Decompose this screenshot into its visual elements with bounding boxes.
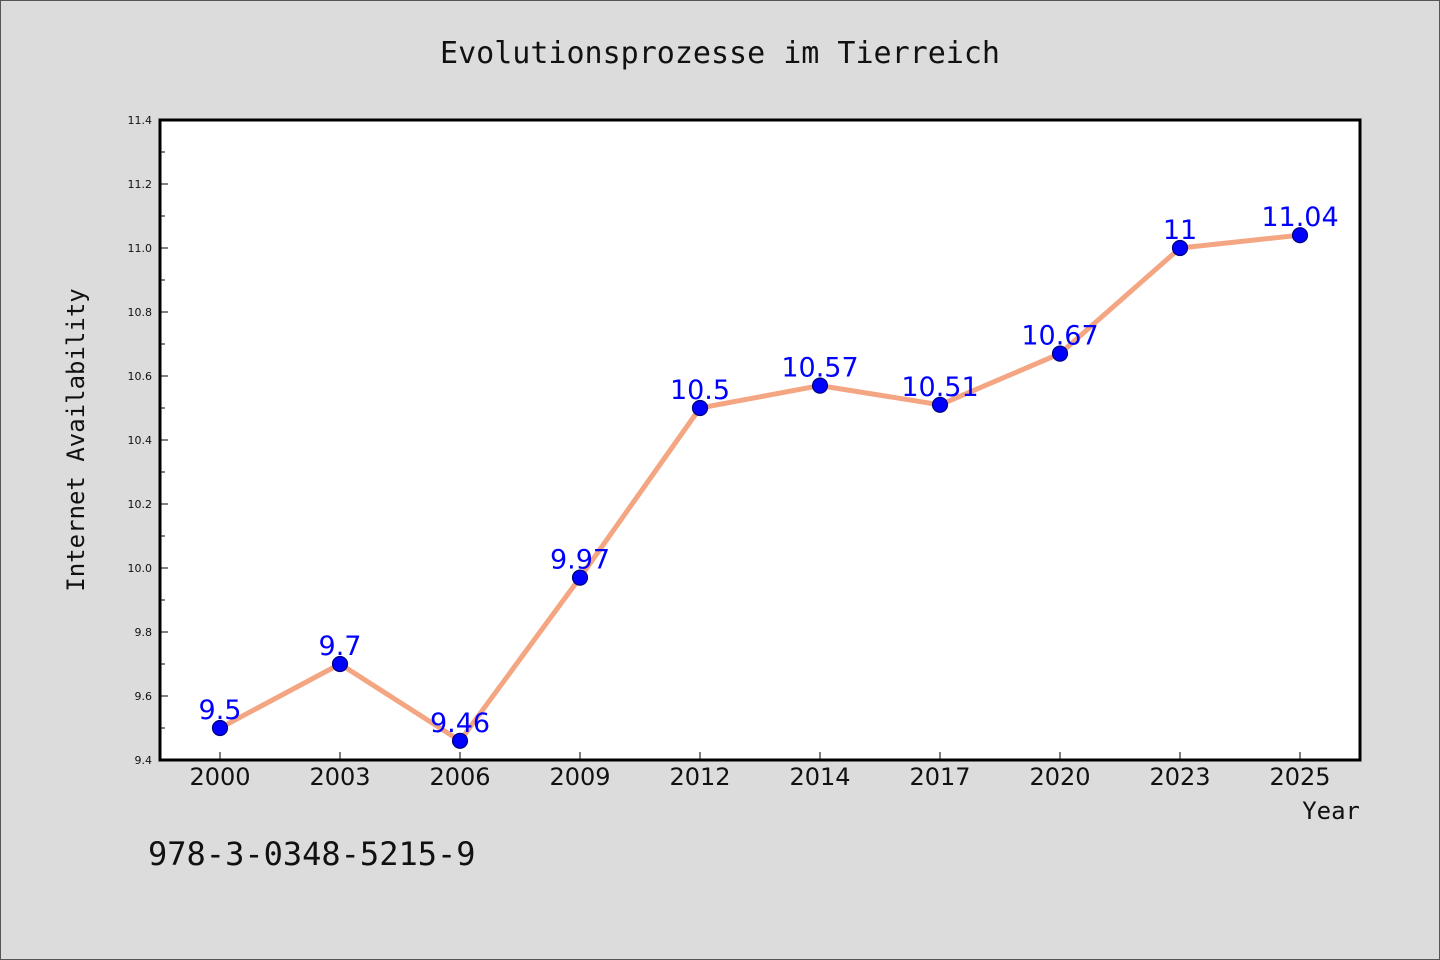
- data-label: 10.57: [781, 353, 858, 384]
- y-tick-label: 11.2: [128, 178, 153, 191]
- series-group: 9.5 9.7 9.46 9.97 10.5 10.57 10.51 10.67 11 11.04: [199, 202, 1339, 749]
- x-axis-label: Year: [1302, 797, 1360, 825]
- data-point: [811, 377, 829, 394]
- data-point: [1051, 345, 1069, 362]
- plot-area: [158, 118, 1362, 762]
- data-point: [451, 732, 469, 749]
- data-label: 10.51: [901, 372, 978, 403]
- y-tick-label: 9.8: [135, 626, 153, 639]
- x-tick-label: 2020: [1029, 763, 1090, 791]
- data-label: 11.04: [1261, 202, 1338, 233]
- data-label: 9.7: [319, 631, 362, 662]
- data-label: 9.5: [199, 695, 242, 726]
- isbn-text: 978-3-0348-5215-9: [148, 835, 476, 873]
- x-tick-label: 2014: [789, 763, 850, 791]
- y-tick-label: 10.4: [128, 434, 153, 447]
- data-point: [1171, 239, 1189, 257]
- data-label: 11: [1163, 215, 1197, 246]
- y-tick-label: 10.6: [128, 370, 153, 383]
- x-tick-label: 2009: [549, 763, 610, 791]
- data-label: 10.67: [1021, 321, 1098, 352]
- y-tick-label: 10.8: [128, 306, 153, 319]
- data-label: 9.97: [550, 545, 610, 576]
- data-point: [571, 569, 589, 586]
- data-point: [931, 396, 949, 413]
- x-tick-label: 2006: [429, 763, 490, 791]
- data-point: [331, 655, 349, 673]
- y-tick-label: 11.4: [128, 114, 153, 127]
- y-tick-label: 10.2: [128, 498, 153, 511]
- series-line: [217, 232, 1303, 744]
- y-tick-label: 10.0: [128, 562, 153, 575]
- x-tick-label: 2012: [669, 763, 730, 791]
- y-axis: 9.4 9.6 9.8 10.0 10.2 10.4 10.6 10.8 11.0 11.2 11.…: [128, 114, 168, 767]
- y-tick-label: 11.0: [128, 242, 153, 255]
- x-tick-label: 2023: [1149, 763, 1210, 791]
- data-point: [1291, 227, 1309, 244]
- data-label: 9.46: [430, 708, 490, 739]
- x-tick-label: 2017: [909, 763, 970, 791]
- y-tick-label: 9.6: [135, 690, 153, 703]
- x-axis: 2000 2003 2006 2009 2012 2014 2017 2020 2023 2025: [189, 752, 1331, 791]
- y-tick-label: 9.4: [135, 754, 153, 767]
- y-axis-label: Internet Availability: [62, 288, 90, 591]
- chart-title: Evolutionsprozesse im Tierreich: [440, 36, 1000, 71]
- x-tick-label: 2000: [189, 763, 250, 791]
- data-point: [211, 719, 229, 737]
- data-point: [691, 399, 709, 417]
- x-tick-label: 2003: [309, 763, 370, 791]
- data-label: 10.5: [670, 375, 730, 406]
- x-tick-label: 2025: [1269, 763, 1330, 791]
